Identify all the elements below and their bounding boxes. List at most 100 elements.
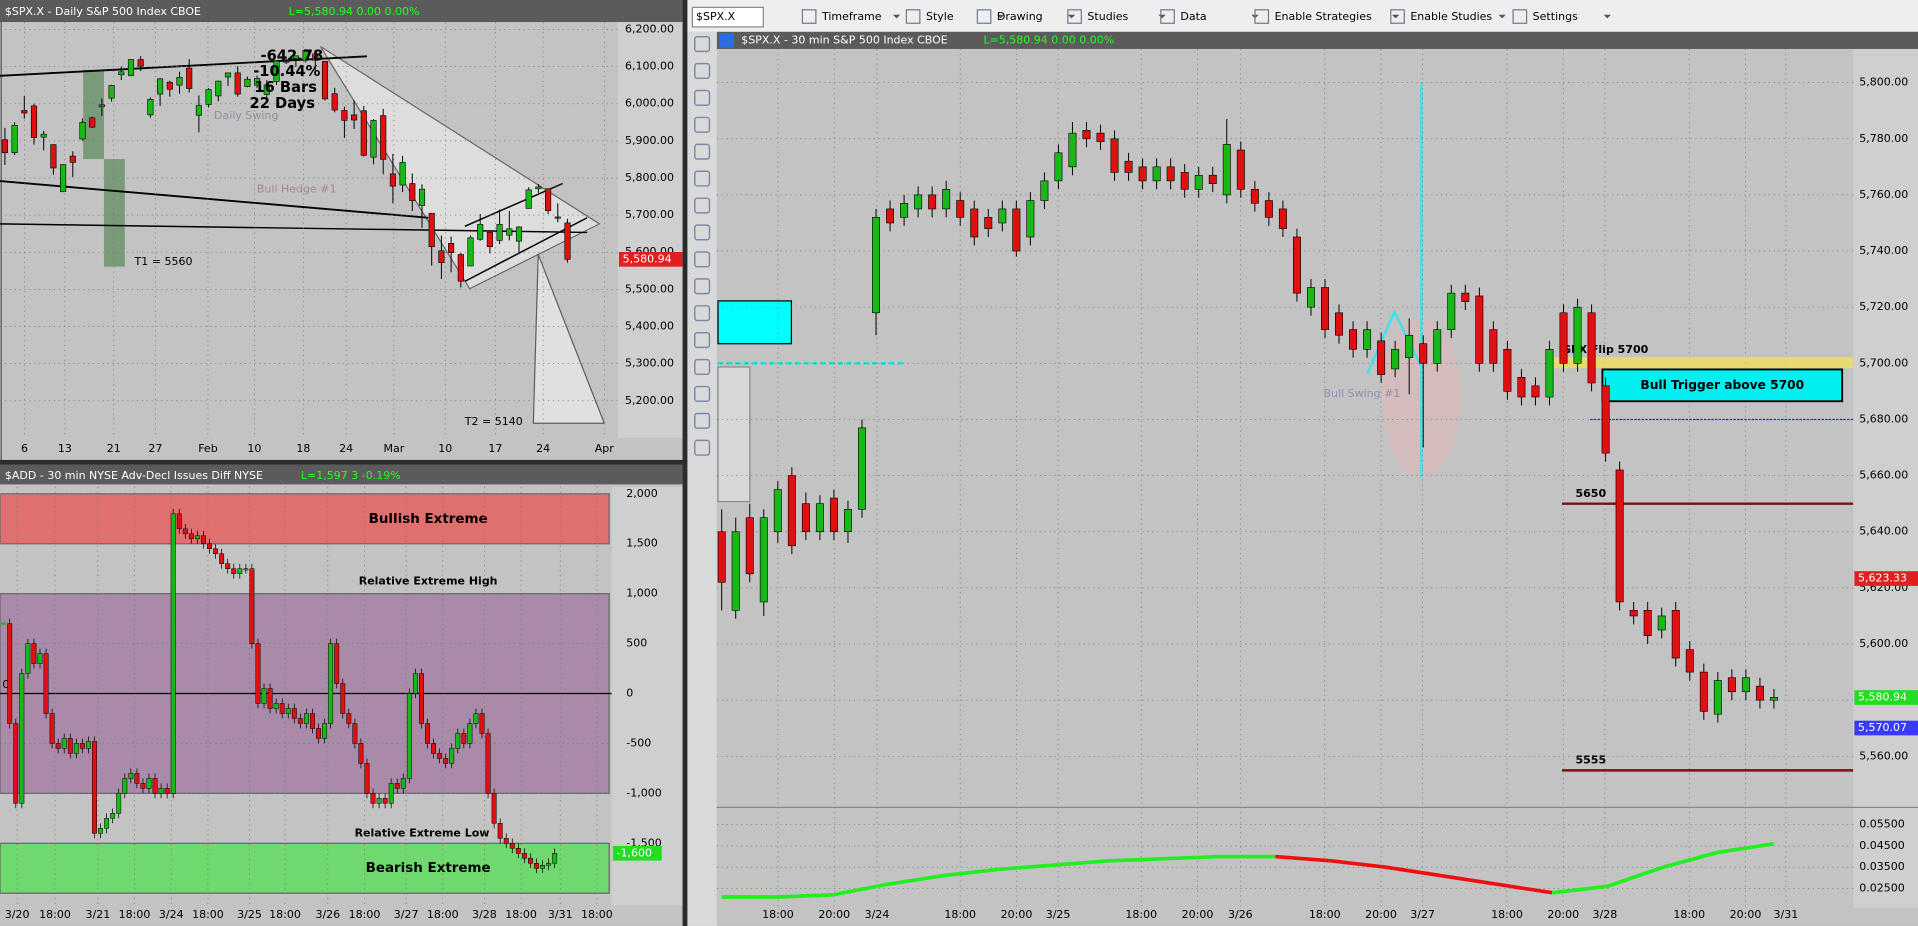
tool-icon[interactable] (694, 358, 711, 376)
swing-label: Bull Swing #1 (1324, 387, 1401, 400)
candle-body (388, 783, 394, 804)
x-tick-label: 17 (488, 442, 502, 455)
tool-icon[interactable] (694, 331, 711, 349)
x-tick-label: 3/31 (548, 908, 573, 921)
candle-body (1769, 697, 1778, 701)
candle-body (886, 208, 895, 224)
candle-body (503, 838, 509, 844)
indicator-line (1606, 865, 1664, 889)
symbol[interactable]: $SPX.X (696, 10, 736, 23)
candle-body (1321, 287, 1329, 330)
candle-body (116, 793, 122, 814)
tool-icon[interactable] (694, 116, 711, 133)
candle-body (104, 818, 110, 829)
toolbar-item[interactable]: Drawing (997, 10, 1043, 23)
tool-icon[interactable] (694, 439, 711, 456)
tool-icon[interactable] (694, 385, 711, 402)
candle-body (1, 622, 6, 625)
y-tick-label: 500 (626, 637, 647, 650)
annotation: Bull Hedge #1 (257, 183, 337, 196)
candle-body (829, 497, 838, 533)
candle-body (1068, 132, 1077, 168)
toolbar-item[interactable]: Enable Studies (1410, 10, 1492, 23)
tool-icon[interactable] (694, 251, 711, 268)
candle-body (843, 508, 852, 533)
candle-body (140, 783, 146, 789)
candle-body (1629, 610, 1638, 617)
tool-icon[interactable] (694, 143, 711, 160)
toolbar-icon[interactable] (905, 9, 921, 24)
toolbar-item[interactable]: Data (1180, 10, 1206, 23)
x-tick-label: Apr (595, 442, 615, 455)
candle-body (515, 226, 523, 242)
symbol-box[interactable] (691, 6, 764, 28)
indicator-line (942, 867, 999, 878)
toolbar-item[interactable]: Settings (1533, 10, 1578, 23)
tool-icon[interactable] (694, 62, 711, 80)
tool-icon[interactable] (694, 305, 711, 322)
toolbar-icon[interactable] (1254, 9, 1270, 24)
annotation: -642.78 (261, 47, 324, 64)
dropdown[interactable] (1498, 14, 1506, 19)
tool-icon[interactable] (694, 197, 711, 214)
candle-body (322, 723, 328, 739)
candle-body (13, 723, 19, 804)
candle-body (545, 188, 552, 211)
toolbar-item[interactable]: Style (926, 10, 954, 23)
tool-icon[interactable] (694, 412, 711, 429)
x-tick-label: 18:00 (581, 908, 613, 921)
dropdown[interactable] (996, 14, 1005, 19)
toolbar-item[interactable]: Timeframe (821, 10, 882, 23)
price-tag (612, 845, 662, 861)
dropdown[interactable] (1392, 14, 1400, 19)
x-tick-label: 13 (58, 442, 72, 455)
tool-icon[interactable] (694, 170, 711, 187)
y-tick-label: 5,600.00 (1859, 637, 1908, 650)
dropdown[interactable] (1067, 14, 1076, 19)
candle-body (535, 186, 542, 190)
candle-body (254, 78, 261, 86)
toolbar-item[interactable]: Studies (1087, 10, 1128, 23)
tool-icon[interactable] (694, 224, 711, 241)
dropdown[interactable] (892, 14, 901, 19)
tool-icon[interactable] (694, 89, 711, 106)
toolbar-item[interactable]: Enable Strategies (1275, 10, 1372, 23)
annotation: Daily Swing (214, 109, 278, 122)
toolbar-icon[interactable] (1390, 9, 1405, 24)
tool-icon[interactable] (694, 278, 711, 295)
candle-body (1166, 166, 1175, 182)
toolbar-icon[interactable] (976, 9, 992, 24)
candle-body (297, 718, 303, 724)
candle-body (37, 653, 43, 664)
daily-header (0, 0, 683, 23)
x-tick-label: 20:00 (1365, 908, 1397, 921)
toolbar-icon[interactable] (1512, 9, 1528, 24)
toolbar-icon[interactable] (1067, 9, 1082, 24)
candle-body (1096, 132, 1105, 142)
price-tag-label: 5,580.94 (623, 252, 672, 265)
y-tick-label: 5,760.00 (1859, 188, 1908, 201)
candle-body (31, 643, 37, 664)
candle-body (346, 713, 352, 724)
indicator-line (832, 882, 889, 897)
candle-body (118, 71, 125, 76)
price-tag (1854, 720, 1918, 736)
tool-icon[interactable] (694, 35, 711, 53)
intraday-title: $SPX.X - 30 min S&P 500 Index CBOE (741, 33, 948, 46)
candle-body (25, 643, 31, 674)
candle-body (1292, 236, 1301, 294)
candle-body (310, 713, 315, 729)
y-tick-label: 5,800.00 (625, 171, 674, 184)
candle-body (224, 72, 232, 78)
candle-body (858, 427, 866, 510)
cyan-box (717, 300, 793, 345)
candle-body (1419, 343, 1428, 364)
x-tick-label: 3/26 (315, 908, 340, 921)
dropdown[interactable] (1603, 14, 1611, 19)
toolbar-icon[interactable] (801, 9, 817, 24)
intraday-panel (687, 0, 1918, 926)
x-tick-label: 3/24 (159, 908, 184, 921)
candle-body (134, 773, 140, 784)
candle-body (437, 753, 443, 759)
toolbar-icon[interactable] (1160, 9, 1175, 24)
